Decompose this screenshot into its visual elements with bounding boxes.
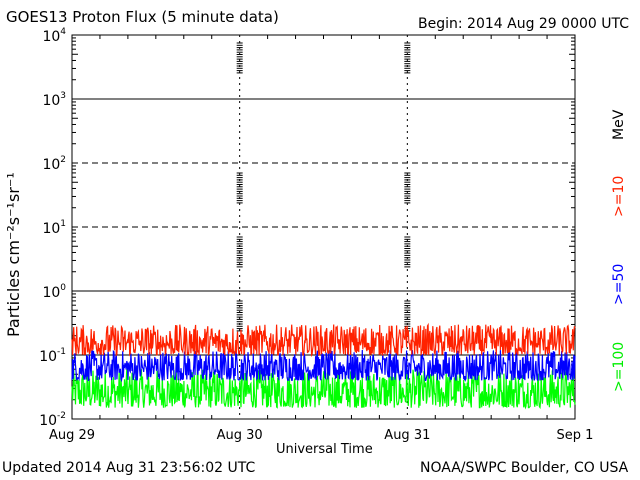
unit-label: MeV xyxy=(611,109,627,140)
x-tick-label: Aug 29 xyxy=(49,428,95,443)
legend-series-50mev: >=50 xyxy=(611,263,627,305)
x-tick-label: Aug 30 xyxy=(217,428,263,443)
x-tick-label: Sep 1 xyxy=(557,428,594,443)
credit-line: NOAA/SWPC Boulder, CO USA xyxy=(420,460,629,476)
y-axis-label: Particles cm⁻²s⁻¹sr⁻¹ xyxy=(4,172,23,337)
chart-title: GOES13 Proton Flux (5 minute data) xyxy=(6,8,279,26)
series-line-10mev xyxy=(71,322,576,358)
x-axis-label: Universal Time xyxy=(276,442,373,457)
y-tick-label: 103 xyxy=(42,91,66,109)
x-tick-label: Aug 31 xyxy=(384,428,430,443)
legend-series-100mev: >=100 xyxy=(611,341,627,392)
y-tick-label: 10-2 xyxy=(39,411,66,429)
series-line-50mev xyxy=(71,349,576,383)
legend-series-10mev: >=10 xyxy=(611,175,627,217)
y-tick-label: 102 xyxy=(42,155,66,173)
y-tick-label: 100 xyxy=(42,283,66,301)
y-tick-label: 101 xyxy=(42,219,66,237)
y-tick-label: 10-1 xyxy=(39,347,66,365)
y-tick-label: 104 xyxy=(42,27,66,45)
series-line-100mev xyxy=(71,369,576,410)
begin-time: Begin: 2014 Aug 29 0000 UTC xyxy=(418,16,629,32)
updated-timestamp: Updated 2014 Aug 31 23:56:02 UTC xyxy=(2,460,256,476)
